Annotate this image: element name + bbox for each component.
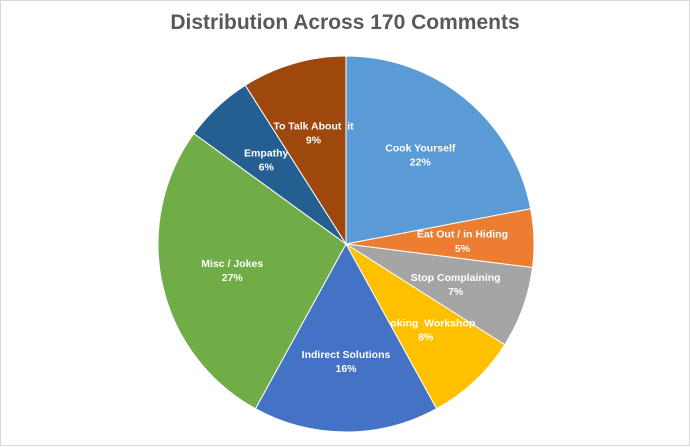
- slice-value-label: 16%: [335, 363, 357, 375]
- slice-value-label: 27%: [222, 272, 244, 284]
- pie-slice-to-talk-about-it: [244, 55, 347, 246]
- slice-category-label: Cooking Workshop: [376, 317, 475, 329]
- slice-value-label: 5%: [455, 243, 471, 255]
- slice-category-label: Cook Yourself: [385, 143, 456, 155]
- slice-category-label: Eat Out / in Hiding: [417, 229, 508, 241]
- slice-category-label: Empathy: [244, 147, 289, 159]
- slice-label-indirect-solutions: Indirect Solutions 16%: [302, 349, 391, 375]
- slice-label-eat-out-in-hiding: Eat Out / in Hiding 5%: [417, 229, 508, 255]
- pie-slice-cooking-workshop: [345, 243, 506, 410]
- slice-label-stop-complaining: Stop Complaining 7%: [411, 272, 501, 298]
- slice-value-label: 6%: [259, 162, 275, 174]
- slice-category-label: To Talk About it: [273, 120, 354, 132]
- slice-value-label: 8%: [418, 332, 434, 344]
- slice-value-label: 9%: [306, 135, 322, 147]
- slice-category-label: Indirect Solutions: [302, 349, 391, 361]
- slice-value-label: 22%: [410, 157, 432, 169]
- slice-category-label: Stop Complaining: [411, 272, 501, 284]
- slice-value-label: 7%: [448, 286, 464, 298]
- chart-title: Distribution Across 170 Comments: [170, 11, 520, 34]
- pie-slice-indirect-solutions: [254, 242, 438, 433]
- pie-slice-cook-yourself: [345, 55, 532, 245]
- slice-label-empathy: Empathy 6%: [244, 147, 289, 173]
- slice-label-to-talk-about-it: To Talk About it 9%: [273, 120, 354, 146]
- pie-slice-misc-jokes: [157, 132, 347, 410]
- slice-category-label: Misc / Jokes: [201, 258, 263, 270]
- slice-label-misc-jokes: Misc / Jokes 27%: [201, 258, 263, 284]
- slice-label-cook-yourself: Cook Yourself 22%: [385, 143, 456, 169]
- slice-label-cooking-workshop: Cooking Workshop 8%: [376, 317, 475, 343]
